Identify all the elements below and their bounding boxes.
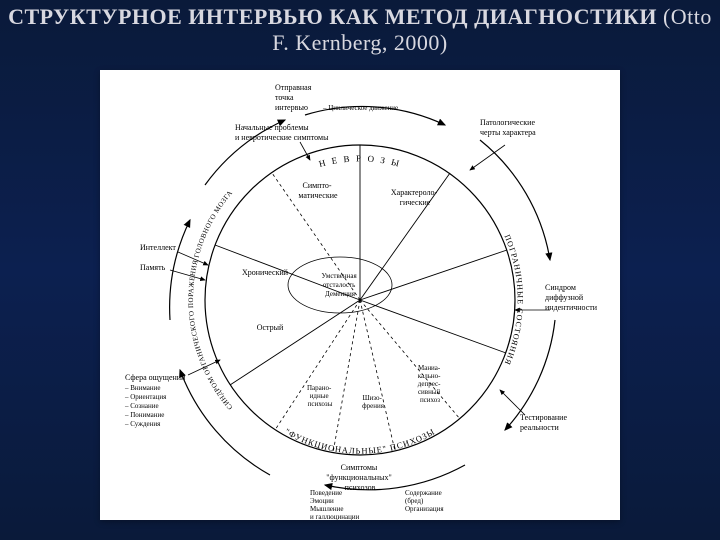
- diagram-card: Н Е В Р О З Ы ПОГРАНИЧНЫЕ СОСТОЯНИЯ "ФУН…: [100, 70, 620, 520]
- header-organic: СИНДРОМ ОРГАНИЧЕСКОГО ПОРАЖЕНИЯ ГОЛОВНОГ…: [187, 189, 234, 411]
- lbl-behavior: Поведение Эмоции Мышление и галлюцинации: [310, 489, 360, 520]
- lbl-initial: Начальные проблемы и невротические симпт…: [235, 123, 329, 142]
- header-borderline: ПОГРАНИЧНЫЕ СОСТОЯНИЯ: [502, 233, 524, 367]
- radial-dashed: [272, 173, 460, 453]
- lbl-cyclic: – Циклическое движение: [322, 104, 398, 112]
- seg-symptomatic: Симпто- матические: [298, 181, 338, 200]
- lbl-intellect: Интеллект: [140, 243, 176, 252]
- slide-title: СТРУКТУРНОЕ ИНТЕРВЬЮ КАК МЕТОД ДИАГНОСТИ…: [0, 4, 720, 56]
- slide-background: СТРУКТУРНОЕ ИНТЕРВЬЮ КАК МЕТОД ДИАГНОСТИ…: [0, 0, 720, 540]
- lbl-diffuse: Синдром диффузной индентичности: [545, 283, 598, 312]
- lbl-memory: Память: [140, 263, 166, 272]
- seg-schizo: Шизо- френия: [362, 394, 385, 410]
- kernberg-interview-diagram: Н Е В Р О З Ы ПОГРАНИЧНЫЕ СОСТОЯНИЯ "ФУН…: [100, 70, 620, 520]
- seg-chronic: Хронический: [242, 268, 289, 277]
- lbl-sensorium: – Внимание – Ориентация – Сознание – Пон…: [124, 384, 168, 428]
- seg-mdp: Маниа- кально- депрес- сивный психоз: [418, 364, 442, 404]
- lbl-patho: Патологические черты характера: [480, 118, 537, 137]
- title-main: СТРУКТУРНОЕ ИНТЕРВЬЮ КАК МЕТОД ДИАГНОСТИ…: [8, 4, 657, 29]
- seg-paranoid: Парано- идные психозы: [307, 384, 333, 408]
- lbl-start: Отправная точка интервью: [275, 83, 313, 112]
- center-box-text: Умственная отсталость Деменция: [322, 272, 359, 298]
- lbl-sensorium-header: Сфера ощущений: [125, 373, 186, 382]
- lbl-reality: Тестирование реальности: [520, 413, 569, 432]
- seg-charactero: Характероло- гические: [391, 188, 439, 207]
- seg-acute: Острый: [257, 323, 284, 332]
- header-psychoses: "ФУНКЦИОНАЛЬНЫЕ" ПСИХОЗЫ: [283, 426, 437, 456]
- lbl-content: Содержание (бред) Организация: [405, 489, 444, 513]
